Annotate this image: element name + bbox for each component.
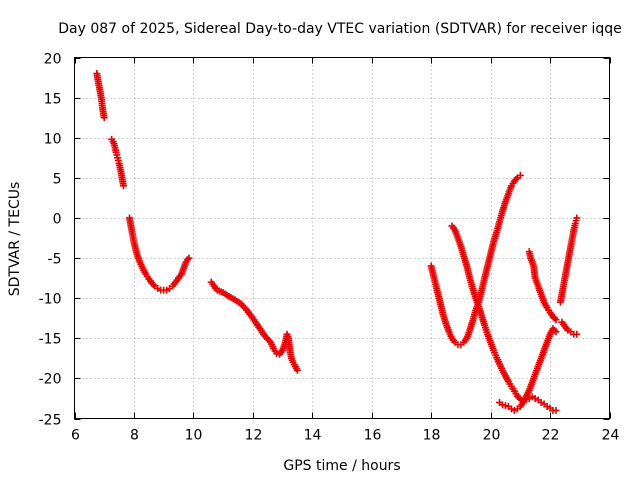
x-axis-ticks: 6 8 10 12 14 16 18 20 22 24: [71, 57, 620, 444]
x-tick-label: 16: [364, 428, 382, 444]
data-point: [552, 316, 560, 324]
data-point: [185, 254, 193, 262]
y-tick-label: -5: [48, 252, 62, 268]
data-point: [552, 406, 560, 414]
series-trace-f: [448, 222, 560, 414]
data-point: [100, 114, 108, 122]
y-tick-label: -10: [39, 292, 62, 308]
series-trace-d: [207, 278, 301, 374]
series-trace-a: [93, 70, 108, 122]
y-tick-label: -25: [39, 413, 62, 429]
x-tick-label: 20: [483, 428, 501, 444]
x-tick-label: 18: [423, 428, 441, 444]
y-tick-label: 0: [53, 212, 62, 228]
x-tick-label: 10: [185, 428, 203, 444]
x-tick-label: 8: [130, 428, 139, 444]
series-trace-b: [108, 135, 128, 190]
y-tick-label: 10: [44, 132, 62, 148]
series-trace-c: [125, 214, 193, 294]
y-axis-ticks: 20 15 10 5 0 -5 -10 -15 -20 -25: [39, 52, 610, 429]
y-tick-label: 20: [44, 52, 62, 68]
y-tick-label: -15: [39, 332, 62, 348]
data-point: [293, 366, 301, 374]
data-point: [552, 328, 560, 336]
chart-title: Day 087 of 2025, Sidereal Day-to-day VTE…: [58, 21, 622, 37]
series-trace-e: [427, 171, 524, 349]
series-trace-h: [525, 248, 560, 324]
data-point: [573, 214, 581, 222]
series-trace-j: [558, 318, 581, 338]
y-tick-label: -20: [39, 372, 62, 388]
x-tick-label: 22: [542, 428, 560, 444]
x-tick-label: 12: [245, 428, 263, 444]
y-axis-label: SDTVAR / TECUs: [7, 182, 23, 297]
x-tick-label: 6: [71, 428, 80, 444]
x-tick-label: 24: [602, 428, 620, 444]
data-point: [120, 182, 128, 190]
series-trace-i: [556, 214, 581, 306]
series-trace-g: [496, 325, 560, 414]
y-tick-label: 15: [44, 92, 62, 108]
data-point: [573, 330, 581, 338]
plot-frame: [74, 57, 610, 419]
data-points: [93, 70, 581, 414]
y-tick-label: 5: [53, 172, 62, 188]
x-axis-label: GPS time / hours: [283, 458, 400, 474]
grid: [74, 57, 610, 419]
data-point: [516, 171, 524, 179]
x-tick-label: 14: [304, 428, 322, 444]
